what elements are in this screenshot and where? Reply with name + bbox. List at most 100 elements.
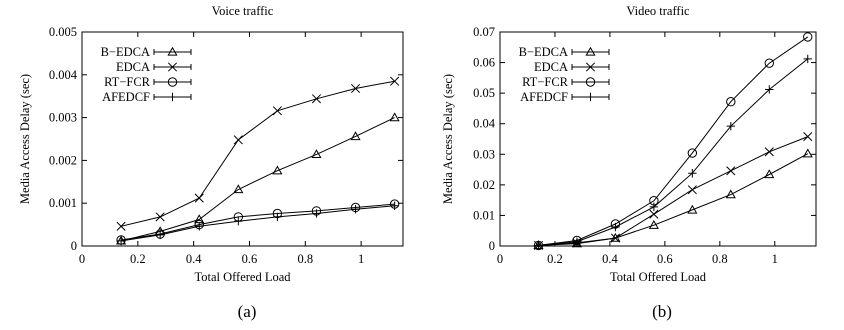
data-point-b [687,185,697,195]
series-b-plus [534,54,812,250]
y-tick-label-b: 0.04 [473,117,496,131]
y-tick-label-b: 0 [489,239,495,253]
legend-marker-b [585,77,596,87]
chart-a: 0 0.001 0.002 0.003 0.004 0.005 0 0.2 0.4 0.6 0.8 1… [18,4,404,284]
series-a-circle [116,199,400,245]
data-point-a [233,184,244,194]
data-point-a [312,209,321,218]
legend-marker-b [585,46,596,56]
data-point-b [726,121,736,131]
chart-title-a: Voice traffic [212,4,274,18]
data-point-b [572,237,582,246]
legend-marker-b [585,62,596,72]
caption-b: (b) [652,302,672,321]
data-point-a [272,165,283,175]
data-point-a [350,83,361,94]
y-axis-label-b: Media Access Delay (sec) [441,74,455,204]
plot-frame-a [81,31,404,247]
x-tick-label-b: 0 [497,252,503,266]
data-point-a [195,222,204,231]
x-axis-label-b: Total Offered Load [610,270,707,284]
legend-marker-a [168,92,177,102]
y-tick-label-a: 0.004 [49,68,78,82]
data-point-b [803,32,813,42]
data-point-a [234,216,243,226]
legend-label-b: RT−FCR [522,75,569,89]
legend-label-a: RT−FCR [104,75,151,89]
data-point-a [273,212,282,222]
series-line-a [120,80,395,227]
y-tick-label-a: 0.002 [49,153,77,167]
legend-marker-a [167,77,178,87]
data-point-a [233,135,243,145]
data-point-b [610,232,621,242]
data-point-a [390,201,399,210]
data-point-b [649,202,659,212]
legend-marker-a [167,62,178,72]
series-a-x [116,76,400,231]
data-point-a [155,212,165,222]
chart-title-b: Video traffic [626,4,690,18]
series-line-a [121,205,395,242]
data-point-b [764,58,774,68]
data-point-b [611,222,620,232]
plot-frame-b [499,31,817,247]
data-point-a [194,193,204,203]
legend-marker-a [167,46,178,56]
y-tick-label-b: 0.06 [473,56,495,70]
data-point-a [116,221,126,231]
y-tick-label-b: 0.05 [473,86,495,100]
series-line-b [538,58,809,246]
series-b-x [533,132,813,250]
y-tick-label-a: 0 [71,239,77,253]
data-point-a [155,230,165,240]
series-line-a [120,117,395,242]
data-point-b [802,148,813,158]
legend-label-a: AFEDCF [102,90,150,104]
series-b-triangle [533,148,813,250]
legend-marker-b [586,92,595,102]
x-tick-label-b: 0.4 [602,252,618,266]
x-tick-label-a: 0.4 [186,252,202,266]
y-tick-label-a: 0.005 [49,25,77,39]
x-tick-label-a: 0.8 [297,252,313,266]
data-point-a [116,236,126,246]
x-tick-label-b: 0.8 [712,252,728,266]
series-line-b [538,153,809,246]
data-point-b [688,169,697,178]
x-tick-label-b: 0.2 [547,252,563,266]
legend-label-b: EDCA [534,60,568,74]
y-tick-label-b: 0.07 [473,25,495,39]
data-point-a [350,131,361,141]
caption-a: (a) [237,302,257,321]
data-point-a [311,149,322,159]
data-point-b [687,204,698,214]
y-tick-label-a: 0.001 [49,196,77,210]
x-tick-label-a: 0 [79,252,85,266]
y-tick-label-b: 0.02 [473,178,495,192]
data-point-b [764,169,775,179]
data-point-a [272,106,282,116]
legend-label-b: AFEDCF [520,90,568,104]
chart-b: 0 0.01 0.02 0.03 0.04 0.05 0.06 0.07 0 0.2 0.4 0.6 0… [441,4,817,284]
data-point-a [389,112,400,122]
data-point-b [534,241,543,250]
x-tick-label-b: 0.6 [657,252,673,266]
series-a-triangle [116,112,400,245]
data-point-b [649,209,659,219]
data-point-a [351,204,360,214]
y-tick-label-b: 0.03 [473,147,495,161]
y-axis-label-a: Media Access Delay (sec) [18,74,32,204]
series-a-plus [116,201,399,246]
data-point-b [725,189,736,199]
data-point-b [803,54,812,64]
x-tick-label-a: 0.6 [242,252,258,266]
x-tick-label-a: 0.2 [130,252,146,266]
x-tick-label-b: 1 [772,252,778,266]
legend-label-a: EDCA [116,60,150,74]
x-axis-label-a: Total Offered Load [194,270,291,284]
y-tick-label-a: 0.003 [49,111,77,125]
